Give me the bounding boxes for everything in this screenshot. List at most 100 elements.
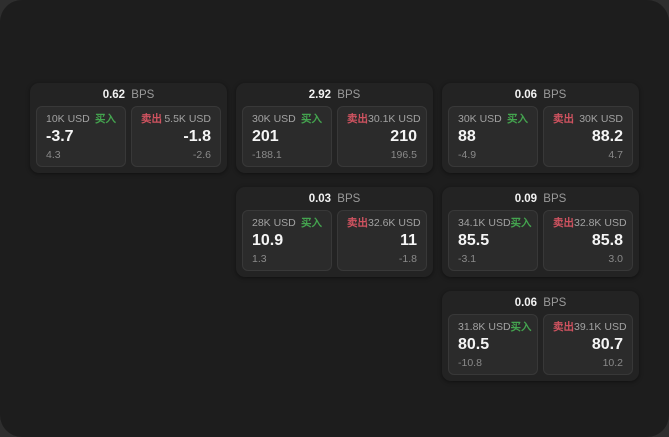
sell-panel-header: 卖出 30.1K USD bbox=[347, 113, 421, 126]
sell-panel[interactable]: 卖出 32.8K USD 85.8 3.0 bbox=[543, 210, 633, 271]
quote-card: 0.03 BPS 28K USD 买入 10.9 1.3 卖出 32.6K US… bbox=[236, 187, 433, 277]
bps-value: 0.09 bbox=[514, 193, 538, 205]
bps-value: 0.03 bbox=[308, 193, 332, 205]
buy-panel[interactable]: 30K USD 买入 88 -4.9 bbox=[448, 106, 538, 167]
bps-unit-label: BPS bbox=[543, 297, 567, 309]
buy-price: 10.9 bbox=[252, 232, 284, 249]
buy-sell-panels: 10K USD 买入 -3.7 4.3 卖出 5.5K USD -1.8 -2.… bbox=[36, 106, 221, 167]
quote-card-grid: 0.62 BPS 10K USD 买入 -3.7 4.3 卖出 5.5K USD bbox=[30, 83, 639, 381]
buy-size: 28K USD bbox=[252, 217, 296, 229]
buy-delta: 4.3 bbox=[46, 149, 61, 161]
buy-price: 80.5 bbox=[458, 336, 490, 353]
bps-value: 0.06 bbox=[514, 89, 538, 101]
buy-tag: 买入 bbox=[510, 217, 532, 229]
buy-panel[interactable]: 10K USD 买入 -3.7 4.3 bbox=[36, 106, 126, 167]
sell-panel[interactable]: 卖出 39.1K USD 80.7 10.2 bbox=[543, 314, 633, 375]
quote-card: 0.62 BPS 10K USD 买入 -3.7 4.3 卖出 5.5K USD bbox=[30, 83, 227, 173]
buy-delta: 1.3 bbox=[252, 253, 267, 265]
bps-header: 0.62 BPS bbox=[36, 87, 221, 103]
sell-tag: 卖出 bbox=[347, 217, 368, 229]
buy-size: 30K USD bbox=[252, 113, 296, 125]
sell-panel[interactable]: 卖出 32.6K USD 11 -1.8 bbox=[337, 210, 427, 271]
bps-value: 0.62 bbox=[102, 89, 126, 101]
bps-header: 0.03 BPS bbox=[242, 191, 427, 207]
buy-tag: 买入 bbox=[507, 113, 528, 125]
sell-delta: 196.5 bbox=[390, 149, 417, 161]
sell-size: 30.1K USD bbox=[368, 113, 421, 125]
buy-price: -3.7 bbox=[46, 128, 74, 145]
bps-unit-label: BPS bbox=[337, 193, 361, 205]
bps-header: 0.09 BPS bbox=[448, 191, 633, 207]
buy-sell-panels: 28K USD 买入 10.9 1.3 卖出 32.6K USD 11 -1.8 bbox=[242, 210, 427, 271]
bps-value: 2.92 bbox=[308, 89, 332, 101]
sell-price: 85.8 bbox=[591, 232, 623, 249]
sell-size: 32.8K USD bbox=[574, 217, 627, 229]
sell-panel-header: 卖出 39.1K USD bbox=[553, 321, 627, 334]
buy-sell-panels: 30K USD 买入 201 -188.1 卖出 30.1K USD 210 1… bbox=[242, 106, 427, 167]
bps-unit-label: BPS bbox=[131, 89, 155, 101]
sell-size: 30K USD bbox=[579, 113, 623, 125]
buy-panel[interactable]: 30K USD 买入 201 -188.1 bbox=[242, 106, 332, 167]
buy-tag: 买入 bbox=[301, 217, 322, 229]
buy-panel-header: 31.8K USD 买入 bbox=[458, 321, 532, 334]
buy-delta: -3.1 bbox=[458, 253, 477, 265]
sell-delta: -2.6 bbox=[192, 149, 211, 161]
quote-card: 0.09 BPS 34.1K USD 买入 85.5 -3.1 卖出 32.8K… bbox=[442, 187, 639, 277]
sell-panel-header: 卖出 32.6K USD bbox=[347, 217, 421, 230]
bps-header: 0.06 BPS bbox=[448, 295, 633, 311]
sell-tag: 卖出 bbox=[553, 217, 574, 229]
buy-size: 10K USD bbox=[46, 113, 90, 125]
sell-delta: 4.7 bbox=[608, 149, 623, 161]
sell-delta: 3.0 bbox=[608, 253, 623, 265]
bps-header: 2.92 BPS bbox=[242, 87, 427, 103]
buy-tag: 买入 bbox=[95, 113, 116, 125]
buy-price: 85.5 bbox=[458, 232, 490, 249]
sell-tag: 卖出 bbox=[141, 113, 162, 125]
sell-size: 32.6K USD bbox=[368, 217, 421, 229]
buy-delta: -188.1 bbox=[252, 149, 282, 161]
sell-price: 210 bbox=[390, 128, 417, 145]
quote-card: 0.06 BPS 30K USD 买入 88 -4.9 卖出 30K USD bbox=[442, 83, 639, 173]
buy-delta: -10.8 bbox=[458, 357, 482, 369]
sell-price: 88.2 bbox=[591, 128, 623, 145]
sell-size: 39.1K USD bbox=[574, 321, 627, 333]
bps-header: 0.06 BPS bbox=[448, 87, 633, 103]
buy-tag: 买入 bbox=[301, 113, 322, 125]
sell-tag: 卖出 bbox=[553, 321, 574, 333]
sell-panel[interactable]: 卖出 30K USD 88.2 4.7 bbox=[543, 106, 633, 167]
buy-panel-header: 28K USD 买入 bbox=[252, 217, 322, 230]
sell-size: 5.5K USD bbox=[164, 113, 211, 125]
sell-tag: 卖出 bbox=[553, 113, 574, 125]
buy-size: 34.1K USD bbox=[458, 217, 511, 229]
sell-panel-header: 卖出 30K USD bbox=[553, 113, 623, 126]
buy-price: 201 bbox=[252, 128, 279, 145]
sell-panel[interactable]: 卖出 5.5K USD -1.8 -2.6 bbox=[131, 106, 221, 167]
buy-panel[interactable]: 34.1K USD 买入 85.5 -3.1 bbox=[448, 210, 538, 271]
buy-sell-panels: 34.1K USD 买入 85.5 -3.1 卖出 32.8K USD 85.8… bbox=[448, 210, 633, 271]
buy-sell-panels: 30K USD 买入 88 -4.9 卖出 30K USD 88.2 4.7 bbox=[448, 106, 633, 167]
quote-card: 2.92 BPS 30K USD 买入 201 -188.1 卖出 30.1K … bbox=[236, 83, 433, 173]
sell-price: 11 bbox=[400, 232, 417, 249]
quote-card: 0.06 BPS 31.8K USD 买入 80.5 -10.8 卖出 39.1… bbox=[442, 291, 639, 381]
buy-delta: -4.9 bbox=[458, 149, 477, 161]
bps-unit-label: BPS bbox=[543, 89, 567, 101]
sell-delta: -1.8 bbox=[398, 253, 417, 265]
bps-unit-label: BPS bbox=[543, 193, 567, 205]
buy-size: 31.8K USD bbox=[458, 321, 511, 333]
bps-unit-label: BPS bbox=[337, 89, 361, 101]
bps-value: 0.06 bbox=[514, 297, 538, 309]
buy-panel-header: 10K USD 买入 bbox=[46, 113, 116, 126]
sell-panel-header: 卖出 5.5K USD bbox=[141, 113, 211, 126]
sell-panel-header: 卖出 32.8K USD bbox=[553, 217, 627, 230]
sell-price: 80.7 bbox=[591, 336, 623, 353]
buy-panel-header: 30K USD 买入 bbox=[458, 113, 528, 126]
buy-panel[interactable]: 28K USD 买入 10.9 1.3 bbox=[242, 210, 332, 271]
buy-sell-panels: 31.8K USD 买入 80.5 -10.8 卖出 39.1K USD 80.… bbox=[448, 314, 633, 375]
buy-panel[interactable]: 31.8K USD 买入 80.5 -10.8 bbox=[448, 314, 538, 375]
buy-size: 30K USD bbox=[458, 113, 502, 125]
sell-delta: 10.2 bbox=[602, 357, 623, 369]
buy-panel-header: 34.1K USD 买入 bbox=[458, 217, 532, 230]
sell-price: -1.8 bbox=[183, 128, 211, 145]
sell-panel[interactable]: 卖出 30.1K USD 210 196.5 bbox=[337, 106, 427, 167]
